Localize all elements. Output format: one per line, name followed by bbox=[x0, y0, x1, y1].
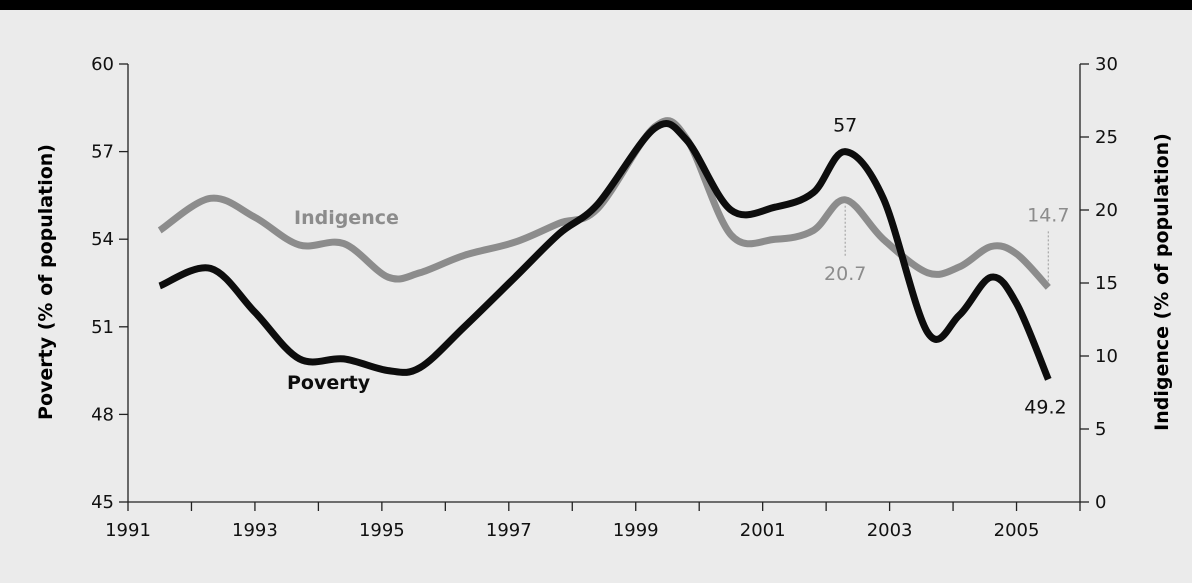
right-axis-tick-label: 25 bbox=[1095, 127, 1118, 148]
left-axis-tick-label: 57 bbox=[91, 142, 114, 163]
x-axis-tick-label: 2005 bbox=[994, 520, 1040, 541]
right-axis-tick-label: 5 bbox=[1095, 419, 1106, 440]
x-axis-tick-label: 1997 bbox=[486, 520, 532, 541]
left-axis-tick-label: 54 bbox=[91, 229, 114, 250]
indigence-series-line bbox=[157, 117, 1051, 290]
right-axis-tick-label: 30 bbox=[1095, 54, 1118, 75]
chart-labels: Poverty Indigence 57 49.2 20.7 14.7 bbox=[287, 115, 1069, 419]
poverty-series-line bbox=[158, 120, 1052, 381]
indigence-series-label: Indigence bbox=[294, 207, 399, 229]
left-axis-tick-label: 51 bbox=[91, 317, 114, 338]
left-axis-tick-label: 45 bbox=[91, 492, 114, 513]
poverty-series-label: Poverty bbox=[287, 372, 371, 394]
series-lines bbox=[157, 117, 1052, 381]
indigence-peak-label: 20.7 bbox=[824, 263, 866, 285]
axes: 45 48 51 54 57 60 0 5 10 15 20 25 30 1991 1993 1995 1997… bbox=[91, 54, 1118, 541]
x-axis-tick-label: 1999 bbox=[613, 520, 659, 541]
left-axis-tick-label: 60 bbox=[91, 54, 114, 75]
poverty-end-label: 49.2 bbox=[1024, 396, 1066, 418]
x-axis-tick-label: 1993 bbox=[232, 520, 278, 541]
right-axis-tick-label: 10 bbox=[1095, 346, 1118, 367]
left-axis-tick-label: 48 bbox=[91, 404, 114, 425]
indigence-end-label: 14.7 bbox=[1027, 204, 1069, 226]
poverty-peak-label: 57 bbox=[833, 115, 857, 137]
right-axis-tick-label: 0 bbox=[1095, 492, 1106, 513]
right-axis-tick-label: 15 bbox=[1095, 273, 1118, 294]
x-axis-tick-label: 1995 bbox=[359, 520, 405, 541]
x-axis-tick-label: 2001 bbox=[740, 520, 786, 541]
top-border-bar bbox=[0, 0, 1192, 10]
right-axis-title: Indigence (% of population) bbox=[1151, 133, 1173, 431]
x-axis-tick-label: 2003 bbox=[867, 520, 913, 541]
left-axis-title: Poverty (% of population) bbox=[35, 144, 57, 420]
x-axis-tick-label: 1991 bbox=[105, 520, 151, 541]
right-axis-tick-label: 20 bbox=[1095, 200, 1118, 221]
